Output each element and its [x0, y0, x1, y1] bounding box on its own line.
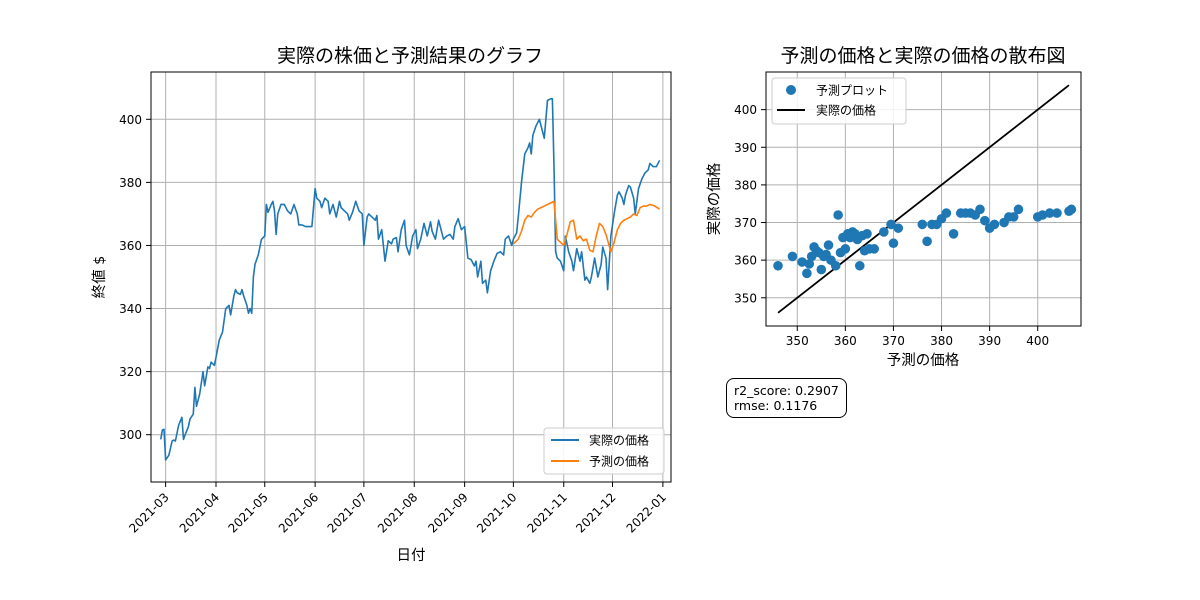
scatter-point — [989, 219, 1000, 230]
legend-label-identity: 実際の価格 — [816, 103, 876, 118]
series-line-predicted — [512, 200, 661, 253]
legend-swatch-scatter — [786, 85, 796, 95]
scatter-chart: 予測の価格と実際の価格の散布図 350 360 370 380 390 400 350 360… — [706, 45, 1082, 369]
scatter-chart-ytick-label: 400 — [734, 103, 757, 117]
scatter-point — [1044, 208, 1055, 218]
scatter-chart-ytick-label: 380 — [734, 178, 757, 192]
scatter-point — [1008, 212, 1019, 222]
scatter-chart-ytick-label: 390 — [734, 141, 757, 155]
scatter-chart-frame — [765, 71, 1082, 327]
scatter-chart-ytick-label: 350 — [734, 291, 757, 305]
scatter-chart-xtick-label: 360 — [834, 334, 857, 348]
scatter-point — [823, 240, 834, 250]
line-chart-frame — [150, 71, 672, 483]
scatter-chart-xtick-label: 350 — [786, 334, 809, 348]
scatter-chart-ylabel: 実際の価格 — [706, 162, 723, 235]
line-chart-ytick-label: 340 — [119, 302, 142, 316]
scatter-point — [773, 260, 783, 271]
scatter-point — [980, 215, 990, 226]
identity-line — [777, 84, 1070, 314]
legend-label-predicted: 予測の価格 — [589, 454, 649, 469]
scatter-point — [840, 244, 851, 254]
line-chart-xlabel: 日付 — [397, 547, 426, 564]
line-chart-ylabel: 終値 $ — [91, 256, 108, 299]
scatter-point — [802, 268, 812, 279]
line-chart-ytick-label: 360 — [119, 239, 142, 253]
scatter-chart-xtick-label: 390 — [978, 334, 1001, 348]
scatter-point — [804, 259, 815, 269]
line-chart-series — [159, 98, 661, 461]
rmse-text: rmse: 0.1176 — [734, 398, 818, 413]
line-chart-ytick-label: 400 — [119, 113, 142, 127]
scatter-point — [1066, 204, 1077, 215]
scatter-point — [830, 260, 841, 271]
scatter-point — [886, 219, 896, 230]
scatter-point — [893, 223, 904, 233]
scatter-chart-xtick-label: 380 — [930, 334, 953, 348]
scatter-chart-xtick-label: 370 — [882, 334, 905, 348]
scatter-chart-xtick-label: 400 — [1026, 334, 1049, 348]
scatter-chart-xlabel: 予測の価格 — [887, 352, 960, 369]
series-line-actual — [159, 98, 661, 461]
scatter-point — [948, 229, 959, 239]
legend-label-actual: 実際の価格 — [589, 433, 649, 448]
scatter-point — [862, 229, 872, 239]
scatter-point — [917, 219, 928, 230]
scatter-point — [797, 257, 807, 267]
scatter-chart-marks — [773, 84, 1077, 314]
scatter-point — [941, 208, 952, 218]
scatter-point — [879, 227, 889, 237]
legend-label-scatter: 予測プロット — [816, 84, 888, 98]
metrics-box: r2_score: 0.2907 rmse: 0.1176 — [726, 378, 847, 418]
scatter-point — [1013, 204, 1024, 215]
r2-score-text: r2_score: 0.2907 — [734, 383, 839, 398]
scatter-chart-legend: 予測プロット 実際の価格 — [771, 77, 907, 125]
scatter-point — [869, 244, 880, 254]
scatter-chart-ticks: 350 360 370 380 390 400 350 360 370 380 390 400 — [734, 103, 1049, 348]
scatter-chart-ytick-label: 370 — [734, 216, 757, 230]
line-chart: 実際の株価と予測結果のグラフ 2021-03 2021-04 2021-05 2021… — [91, 45, 672, 564]
scatter-point — [975, 204, 985, 215]
scatter-point — [1037, 210, 1048, 220]
line-chart-ytick-label: 320 — [119, 365, 142, 379]
scatter-point — [787, 251, 798, 262]
scatter-chart-legend-box — [771, 77, 907, 125]
scatter-chart-ytick-label: 360 — [734, 254, 757, 268]
line-chart-ytick-label: 300 — [119, 428, 142, 442]
scatter-point — [833, 210, 843, 220]
scatter-point — [888, 238, 899, 249]
scatter-point — [854, 260, 865, 271]
line-chart-ytick-label: 380 — [119, 176, 142, 190]
scatter-point — [816, 264, 827, 275]
scatter-chart-title: 予測の価格と実際の価格の散布図 — [780, 45, 1065, 67]
scatter-point — [922, 236, 932, 247]
line-chart-legend: 実際の価格 予測の価格 — [543, 427, 665, 475]
scatter-point — [1052, 208, 1062, 218]
line-chart-title: 実際の株価と予測結果のグラフ — [277, 45, 543, 67]
